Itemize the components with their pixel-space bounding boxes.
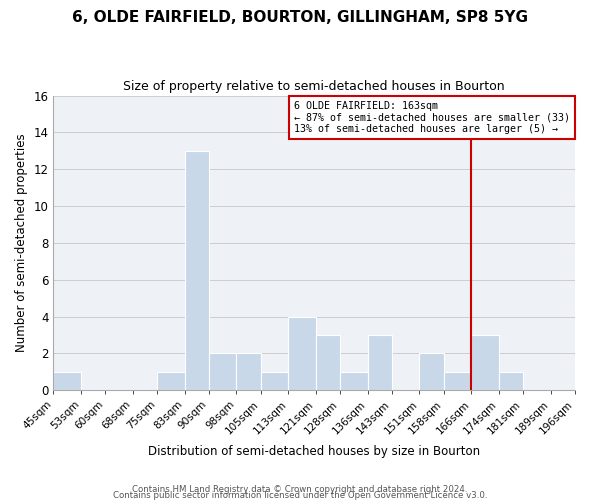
Bar (288, 316, 316, 390)
Bar (157, 372, 185, 390)
Bar (419, 354, 443, 391)
Bar (53, 372, 81, 390)
Bar (471, 335, 499, 390)
Bar (236, 354, 260, 391)
Bar (209, 354, 236, 391)
Bar (443, 372, 471, 390)
Bar (499, 372, 523, 390)
Bar (340, 372, 368, 390)
Text: Contains public sector information licensed under the Open Government Licence v3: Contains public sector information licen… (113, 490, 487, 500)
Bar (260, 372, 288, 390)
Text: 6, OLDE FAIRFIELD, BOURTON, GILLINGHAM, SP8 5YG: 6, OLDE FAIRFIELD, BOURTON, GILLINGHAM, … (72, 10, 528, 25)
Bar (316, 335, 340, 390)
Text: 6 OLDE FAIRFIELD: 163sqm
← 87% of semi-detached houses are smaller (33)
13% of s: 6 OLDE FAIRFIELD: 163sqm ← 87% of semi-d… (293, 101, 569, 134)
Text: Contains HM Land Registry data © Crown copyright and database right 2024.: Contains HM Land Registry data © Crown c… (132, 484, 468, 494)
Title: Size of property relative to semi-detached houses in Bourton: Size of property relative to semi-detach… (123, 80, 505, 93)
Bar (368, 335, 392, 390)
X-axis label: Distribution of semi-detached houses by size in Bourton: Distribution of semi-detached houses by … (148, 444, 480, 458)
Y-axis label: Number of semi-detached properties: Number of semi-detached properties (15, 134, 28, 352)
Bar (185, 151, 209, 390)
